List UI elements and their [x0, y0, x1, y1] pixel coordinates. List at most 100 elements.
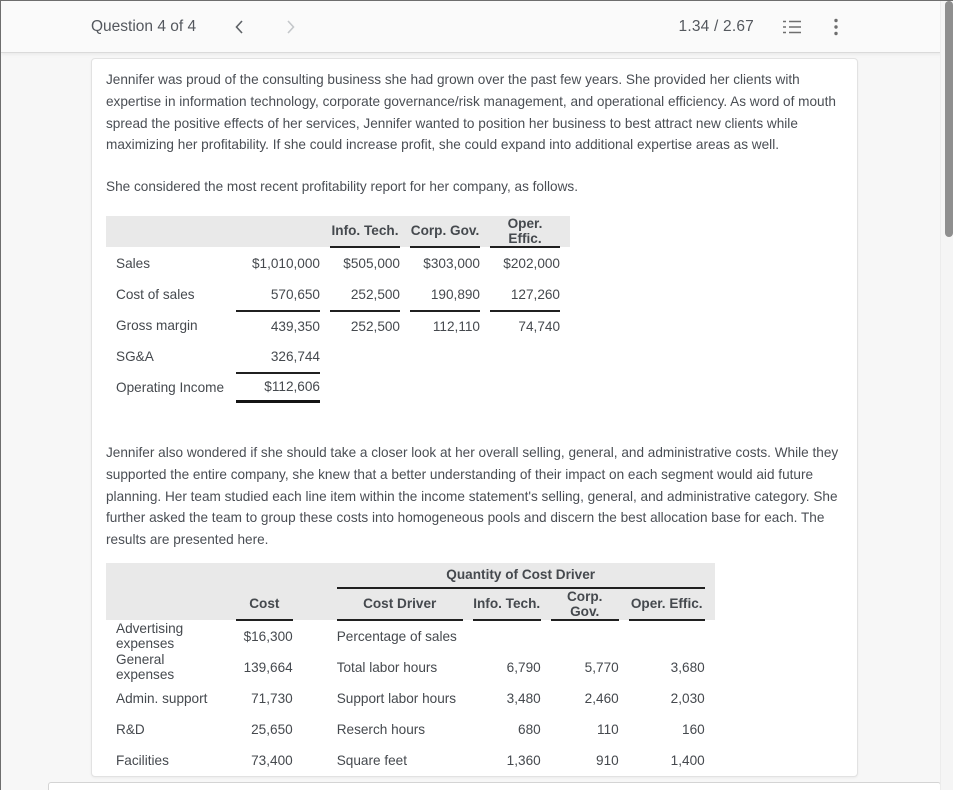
- driver-cell: Square feet: [336, 752, 407, 768]
- cost-cell: $16,300: [243, 628, 293, 644]
- table-cell: 570,650: [270, 286, 320, 302]
- question-list-button[interactable]: [778, 15, 806, 39]
- table-cell: [410, 372, 480, 403]
- question-card: Jennifer was proud of the consulting bus…: [91, 58, 858, 777]
- table-row: Cost of sales 570,650 252,500 190,890 12…: [116, 279, 560, 310]
- table-cell: 439,350: [236, 309, 320, 341]
- topbar: Question 4 of 4 1.34 / 2.67: [1, 1, 953, 53]
- table-cell: 252,500: [350, 286, 400, 302]
- qty-cell: 2,460: [584, 690, 619, 706]
- total-row: Total SG&A $326,744: [116, 775, 705, 777]
- scrollbar-track[interactable]: [940, 1, 953, 790]
- qty-cell: [551, 621, 619, 652]
- row-label: Gross margin: [116, 317, 198, 333]
- table-header-row: Info. Tech. Corp. Gov. Oper. Effic.: [116, 216, 560, 248]
- sga-cost-pools-table: Quantity of Cost Driver Cost Cost Driver…: [106, 562, 715, 777]
- overflow-menu-button[interactable]: [830, 14, 842, 40]
- column-header: [116, 216, 226, 248]
- table-cell: 190,890: [430, 286, 480, 302]
- qty-cell: 680: [518, 721, 541, 737]
- kebab-menu-icon: [834, 18, 838, 35]
- table-row: General expenses 139,664 Total labor hou…: [116, 652, 705, 683]
- table-row: Advertising expenses $16,300 Percentage …: [116, 621, 705, 652]
- column-header: Corp. Gov.: [410, 216, 480, 248]
- qty-cell: [473, 621, 541, 652]
- group-header: Quantity of Cost Driver: [336, 563, 705, 589]
- column-header: Cost: [236, 589, 293, 621]
- table-cell: $505,000: [343, 255, 400, 271]
- total-cell: $326,744: [236, 775, 293, 776]
- column-header: Corp. Gov.: [550, 589, 619, 621]
- table-row: Operating Income $112,606: [116, 371, 560, 403]
- qty-cell: 3,680: [670, 659, 705, 675]
- table-cell: [410, 341, 480, 372]
- driver-cell: Reserch hours: [336, 721, 426, 737]
- table-cell: [330, 372, 400, 403]
- table-cell: 74,740: [490, 309, 560, 341]
- qty-cell: 2,030: [670, 690, 705, 706]
- driver-cell: Percentage of sales: [336, 628, 457, 644]
- cost-cell: 71,730: [251, 690, 293, 706]
- prev-question-button[interactable]: [228, 15, 250, 39]
- qty-cell: 6,790: [506, 659, 541, 675]
- qty-cell: [629, 621, 705, 652]
- row-label: SG&A: [116, 348, 154, 364]
- table-row: Sales $1,010,000 $505,000 $303,000 $202,…: [116, 248, 560, 279]
- driver-cell: Support labor hours: [336, 690, 457, 706]
- paragraph-intro: Jennifer was proud of the consulting bus…: [106, 72, 836, 153]
- row-label: Total SG&A: [116, 776, 226, 777]
- profitability-table: Info. Tech. Corp. Gov. Oper. Effic. Sale…: [106, 215, 570, 403]
- column-header: Oper. Effic.: [490, 216, 560, 248]
- table-cell: [490, 341, 560, 372]
- table-header-background: [106, 562, 715, 620]
- qty-cell: 5,770: [584, 659, 619, 675]
- group-header-row: Quantity of Cost Driver: [116, 563, 705, 589]
- question-counter: Question 4 of 4: [91, 17, 197, 35]
- driver-cell: Total labor hours: [336, 659, 438, 675]
- table-cell: 127,260: [510, 286, 560, 302]
- cost-cell: 73,400: [251, 752, 293, 768]
- column-header: [236, 216, 320, 248]
- qty-cell: 110: [597, 721, 619, 737]
- chevron-left-icon: [235, 19, 243, 34]
- qty-cell: 1,360: [506, 752, 541, 768]
- table-row: Facilities 73,400 Square feet 1,360 910 …: [116, 745, 705, 776]
- row-label: Admin. support: [116, 690, 208, 706]
- paragraph-report-intro: She considered the most recent profitabi…: [106, 179, 578, 195]
- row-label: Cost of sales: [116, 286, 195, 302]
- cost-cell: 139,664: [243, 659, 293, 675]
- table-cell: [330, 341, 400, 372]
- row-label: Facilities: [116, 752, 169, 768]
- qty-cell: 160: [682, 721, 705, 737]
- cost-cell: 25,650: [251, 721, 293, 737]
- qty-cell: 3,480: [506, 690, 541, 706]
- table-row: R&D 25,650 Reserch hours 680 110 160: [116, 714, 705, 745]
- table-row: Gross margin 439,350 252,500 112,110 74,…: [116, 309, 560, 341]
- table-cell: 112,110: [410, 309, 480, 341]
- row-label: Operating Income: [116, 379, 225, 395]
- score-display: 1.34 / 2.67: [678, 17, 754, 35]
- qty-cell: 910: [596, 752, 619, 768]
- table-row: Admin. support 71,730 Support labor hour…: [116, 683, 705, 714]
- column-header: Cost Driver: [336, 589, 463, 621]
- column-header: [116, 589, 226, 621]
- table-cell: 252,500: [330, 309, 400, 341]
- scrollbar-thumb[interactable]: [945, 1, 953, 237]
- table-cell: $1,010,000: [251, 255, 320, 271]
- chevron-right-icon: [287, 19, 295, 34]
- table-cell: [490, 372, 560, 403]
- row-label: Sales: [116, 255, 151, 271]
- table-cell: $202,000: [503, 255, 560, 271]
- column-header: Info. Tech.: [472, 589, 541, 621]
- row-label: R&D: [116, 721, 145, 737]
- question-list-icon: [783, 20, 801, 33]
- table-cell: $112,606: [236, 371, 320, 403]
- table-header-row: Cost Cost Driver Info. Tech. Corp. Gov. …: [116, 589, 705, 621]
- qty-cell: 1,400: [670, 752, 705, 768]
- table-cell: $303,000: [423, 255, 480, 271]
- next-question-button[interactable]: [280, 15, 302, 39]
- column-header: Info. Tech.: [330, 216, 400, 248]
- column-header: Oper. Effic.: [628, 589, 705, 621]
- paragraph-sga-intro: Jennifer also wondered if she should tak…: [106, 444, 839, 548]
